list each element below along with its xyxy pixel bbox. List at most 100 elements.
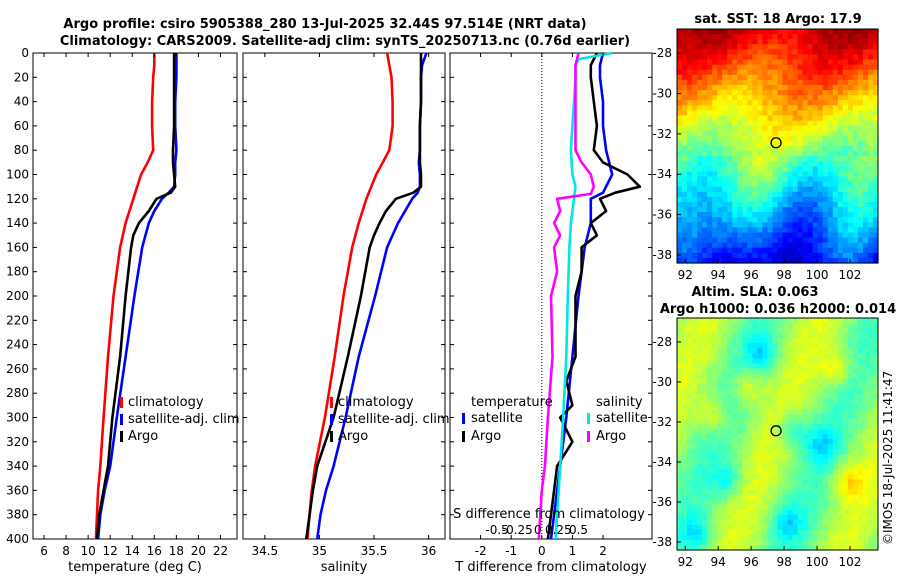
heatmap-cell: [692, 353, 698, 359]
heatmap-cell: [737, 105, 743, 111]
heatmap-cell: [722, 217, 728, 223]
heatmap-cell: [862, 90, 869, 96]
heatmap-cell: [737, 79, 743, 86]
heatmap-cell: [847, 423, 854, 430]
heatmap-cell: [692, 509, 698, 516]
heatmap-cell: [827, 176, 834, 183]
heatmap-cell: [857, 428, 864, 435]
heatmap-cell: [852, 135, 859, 142]
heatmap-cell: [777, 201, 784, 208]
heatmap-cell: [762, 156, 769, 162]
heatmap-cell: [847, 146, 854, 152]
heatmap-cell: [827, 454, 834, 460]
heatmap-cell: [702, 504, 708, 511]
heatmap-cell: [807, 176, 814, 183]
heatmap-cell: [767, 323, 774, 329]
heatmap-cell: [807, 489, 814, 496]
heatmap-cell: [727, 323, 733, 329]
heatmap-cell: [767, 135, 774, 142]
heatmap-cell: [837, 105, 844, 111]
heatmap-cell: [682, 368, 688, 375]
heatmap-cell: [772, 151, 779, 157]
heatmap-cell: [812, 140, 819, 147]
legend-swatch-temp-argo: [462, 431, 465, 442]
heatmap-cell: [832, 363, 839, 370]
heatmap-cell: [807, 90, 814, 96]
heatmap-cell: [677, 69, 683, 76]
heatmap-cell: [872, 358, 879, 364]
heatmap-cell: [862, 29, 869, 35]
heatmap-cell: [677, 252, 683, 259]
heatmap-cell: [747, 39, 753, 45]
heatmap-cell: [692, 217, 698, 223]
heatmap-cell: [767, 125, 774, 132]
heatmap-cell: [847, 484, 854, 491]
heatmap-cell: [712, 166, 718, 173]
heatmap-cell: [752, 242, 759, 249]
heatmap-cell: [687, 181, 693, 188]
heatmap-cell: [732, 64, 738, 71]
heatmap-cell: [862, 186, 869, 193]
heatmap-cell: [682, 74, 688, 81]
heatmap-cell: [682, 504, 688, 511]
heatmap-cell: [737, 504, 743, 511]
heatmap-cell: [677, 257, 683, 264]
heatmap-cell: [777, 59, 784, 66]
heatmap-cell: [792, 242, 799, 249]
heatmap-cell: [862, 115, 869, 122]
heatmap-cell: [722, 176, 728, 183]
heatmap-cell: [782, 469, 789, 475]
heatmap-cell: [707, 484, 713, 491]
sst-map-title: sat. SST: 18 Argo: 17.9: [694, 12, 861, 27]
heatmap-cell: [867, 333, 874, 339]
heatmap-cell: [772, 413, 779, 420]
heatmap-cell: [757, 388, 764, 395]
heatmap-cell: [682, 227, 688, 234]
heatmap-cell: [782, 252, 789, 259]
heatmap-cell: [682, 529, 688, 536]
heatmap-cell: [832, 544, 839, 551]
heatmap-cell: [702, 146, 708, 152]
heatmap-cell: [782, 201, 789, 208]
heatmap-cell: [787, 544, 794, 551]
heatmap-cell: [812, 100, 819, 106]
heatmap-cell: [687, 479, 693, 486]
heatmap-cell: [737, 534, 743, 541]
legend-swatch-satellite: [330, 414, 333, 425]
heatmap-cell: [827, 146, 834, 152]
heatmap-cell: [772, 140, 779, 147]
heatmap-cell: [857, 247, 864, 254]
heatmap-cell: [717, 383, 723, 390]
heatmap-cell: [807, 105, 814, 111]
heatmap-cell: [852, 237, 859, 244]
heatmap-cell: [857, 166, 864, 173]
heatmap-cell: [812, 484, 819, 491]
heatmap-cell: [807, 439, 814, 445]
heatmap-cell: [867, 418, 874, 425]
heatmap-cell: [797, 343, 804, 349]
heatmap-cell: [852, 29, 859, 35]
heatmap-cell: [747, 439, 753, 445]
heatmap-cell: [767, 151, 774, 157]
heatmap-cell: [797, 494, 804, 501]
heatmap-cell: [832, 504, 839, 511]
heatmap-cell: [772, 439, 779, 445]
heatmap-cell: [677, 529, 683, 536]
heatmap-cell: [732, 232, 738, 239]
heatmap-cell: [742, 398, 748, 405]
x-tick-label: 1: [569, 544, 577, 558]
heatmap-cell: [842, 408, 849, 415]
heatmap-cell: [727, 464, 733, 470]
heatmap-cell: [737, 514, 743, 521]
heatmap-cell: [717, 393, 723, 400]
heatmap-cell: [717, 413, 723, 420]
heatmap-cell: [827, 318, 834, 324]
heatmap-cell: [682, 191, 688, 198]
heatmap-cell: [677, 398, 683, 405]
heatmap-cell: [742, 49, 748, 56]
heatmap-cell: [712, 434, 718, 440]
heatmap-cell: [822, 398, 829, 405]
y-tick-label: 240: [6, 338, 29, 352]
heatmap-cell: [837, 534, 844, 541]
heatmap-cell: [762, 34, 769, 40]
